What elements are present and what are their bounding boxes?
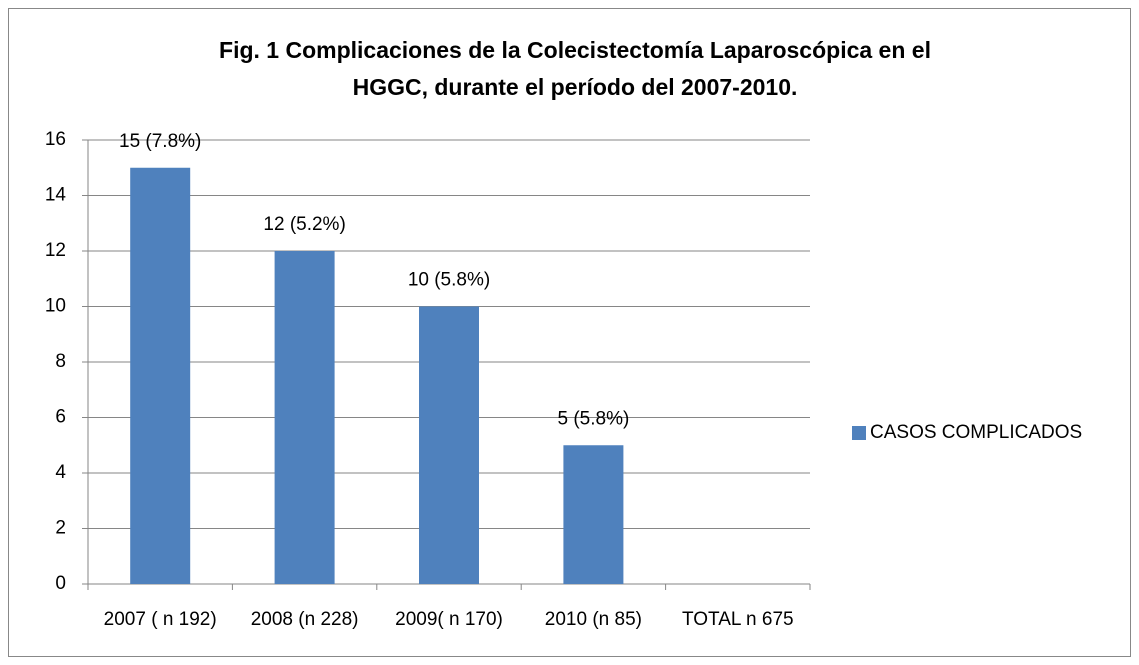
y-tick-label: 10 xyxy=(45,296,66,317)
y-tick-label: 12 xyxy=(45,240,66,261)
bar xyxy=(419,306,479,584)
x-tick-label: 2007 ( n 192) xyxy=(104,609,217,630)
data-label: 12 (5.2%) xyxy=(263,214,345,235)
data-label: 5 (5.8%) xyxy=(557,408,629,429)
x-tick-label: 2010 (n 85) xyxy=(545,609,642,630)
legend-swatch xyxy=(852,426,866,440)
x-tick-label: 2008 (n 228) xyxy=(251,609,359,630)
y-tick-label: 8 xyxy=(55,351,66,372)
x-tick-label: 2009( n 170) xyxy=(395,609,503,630)
bar xyxy=(130,167,191,584)
y-tick-label: 16 xyxy=(45,129,66,150)
y-tick-label: 6 xyxy=(55,407,66,428)
bar xyxy=(274,251,335,584)
y-tick-label: 0 xyxy=(55,573,66,594)
y-tick-label: 14 xyxy=(45,185,67,206)
legend-label: CASOS COMPLICADOS xyxy=(870,422,1082,443)
chart-title: Fig. 1 Complicaciones de la Colecistecto… xyxy=(219,37,931,63)
y-tick-label: 4 xyxy=(55,462,66,483)
data-label: 15 (7.8%) xyxy=(119,131,201,152)
data-label: 10 (5.8%) xyxy=(408,270,490,291)
y-tick-label: 2 xyxy=(55,518,66,539)
x-tick-label: TOTAL n 675 xyxy=(682,609,794,630)
bar xyxy=(563,445,624,584)
chart-title: HGGC, durante el período del 2007-2010. xyxy=(353,74,798,100)
